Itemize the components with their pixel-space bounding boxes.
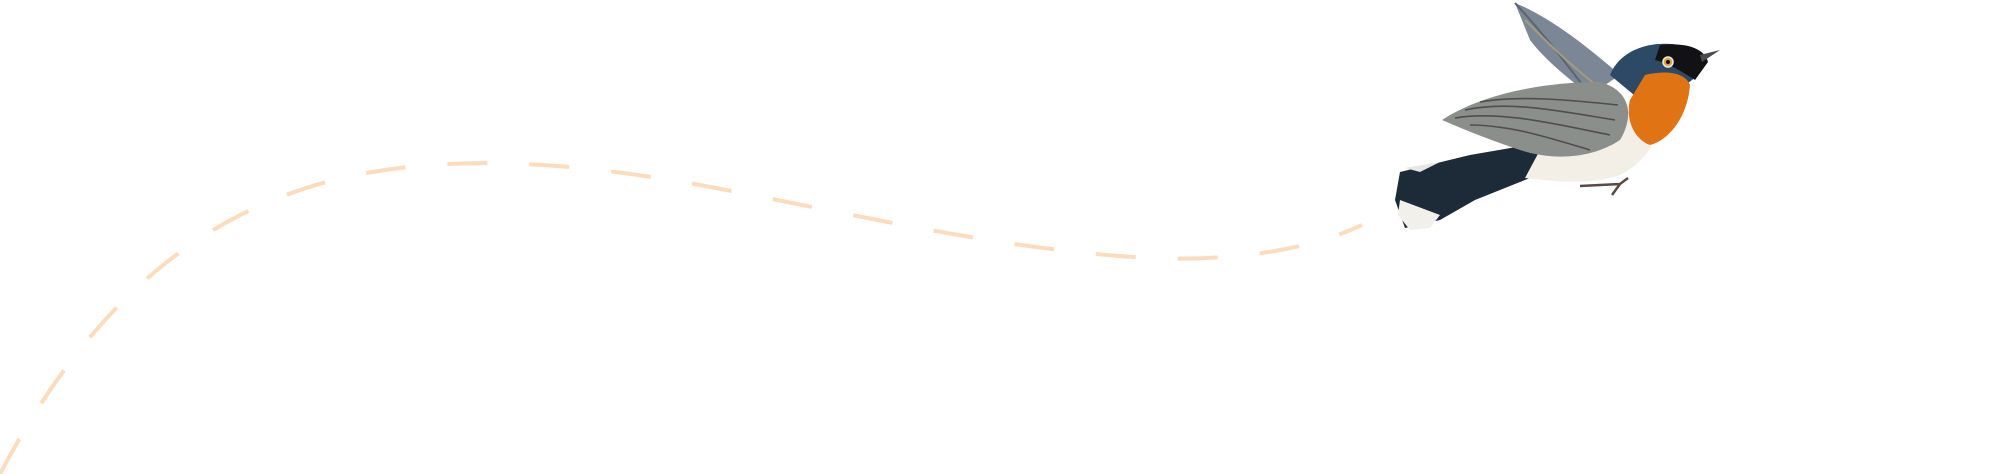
bird-icon (1395, 2, 1720, 230)
dashed-flight-path (0, 161, 1363, 474)
